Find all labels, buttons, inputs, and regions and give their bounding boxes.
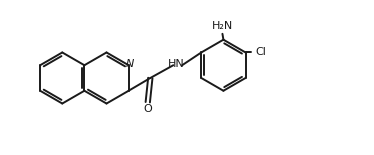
Text: HN: HN xyxy=(168,59,185,69)
Text: N: N xyxy=(125,59,134,69)
Text: O: O xyxy=(143,104,152,114)
Text: H₂N: H₂N xyxy=(212,21,233,31)
Text: Cl: Cl xyxy=(256,47,267,58)
